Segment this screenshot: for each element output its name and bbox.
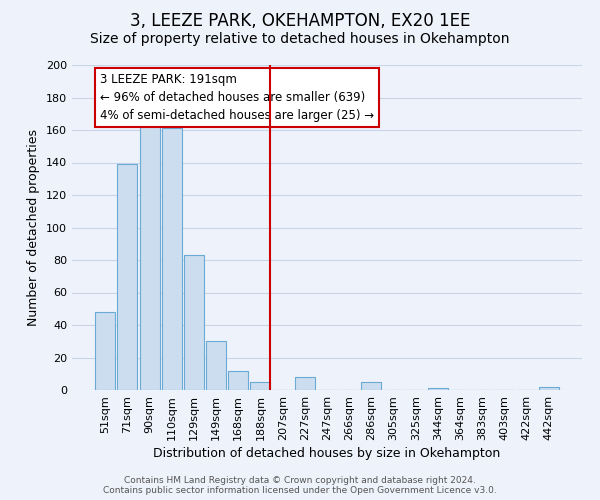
Bar xyxy=(118,164,137,390)
Bar xyxy=(184,255,204,390)
Bar xyxy=(206,341,226,390)
Bar xyxy=(162,128,182,390)
Text: 3, LEEZE PARK, OKEHAMPTON, EX20 1EE: 3, LEEZE PARK, OKEHAMPTON, EX20 1EE xyxy=(130,12,470,30)
Y-axis label: Number of detached properties: Number of detached properties xyxy=(28,129,40,326)
Bar xyxy=(140,120,160,390)
X-axis label: Distribution of detached houses by size in Okehampton: Distribution of detached houses by size … xyxy=(154,447,500,460)
Bar xyxy=(95,312,115,390)
Bar xyxy=(228,370,248,390)
Bar xyxy=(295,377,315,390)
Bar xyxy=(539,387,559,390)
Bar xyxy=(361,382,382,390)
Text: Size of property relative to detached houses in Okehampton: Size of property relative to detached ho… xyxy=(90,32,510,46)
Text: 3 LEEZE PARK: 191sqm
← 96% of detached houses are smaller (639)
4% of semi-detac: 3 LEEZE PARK: 191sqm ← 96% of detached h… xyxy=(100,73,374,122)
Text: Contains HM Land Registry data © Crown copyright and database right 2024.
Contai: Contains HM Land Registry data © Crown c… xyxy=(103,476,497,495)
Bar xyxy=(250,382,271,390)
Bar xyxy=(428,388,448,390)
